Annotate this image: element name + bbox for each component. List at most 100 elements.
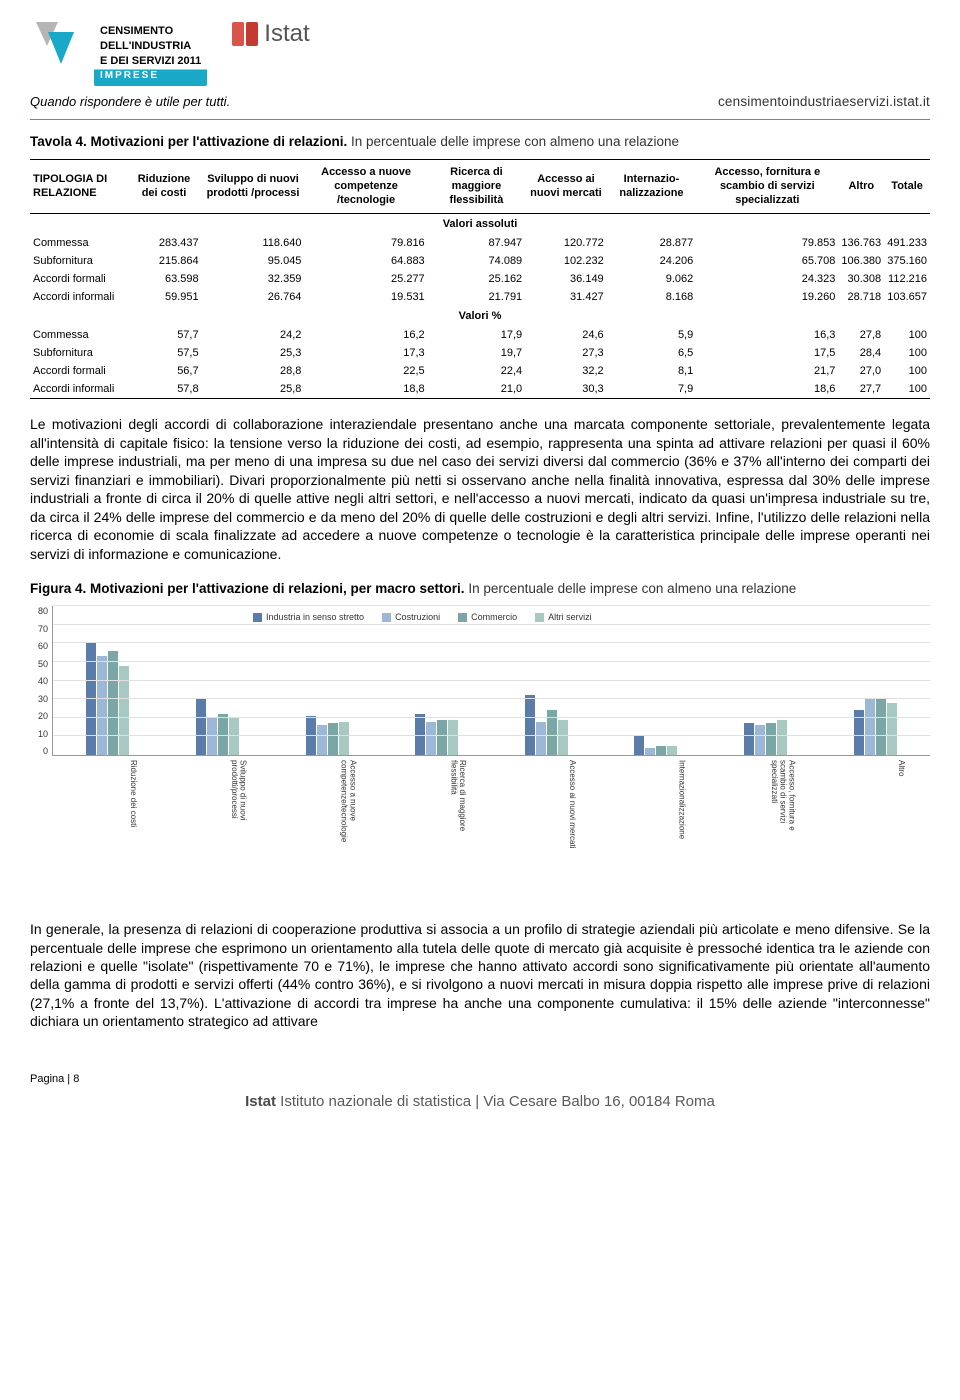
chart-bar	[766, 723, 776, 755]
y-tick: 10	[38, 729, 48, 739]
grid-line	[53, 680, 930, 681]
y-tick: 70	[38, 624, 48, 634]
table-cell: 32.359	[202, 270, 305, 288]
table-cell: 74.089	[428, 252, 526, 270]
bar-icon	[246, 22, 258, 46]
table-cell: 100	[884, 380, 930, 399]
table-cell: 24,6	[525, 326, 607, 344]
table-cell: 25,3	[202, 344, 305, 362]
bar-icon	[232, 22, 244, 46]
figure-caption-light: In percentuale delle imprese con almeno …	[465, 581, 797, 596]
bar-chart: 80706050403020100 Industria in senso str…	[30, 606, 930, 896]
table-cell: 9.062	[607, 270, 697, 288]
table-col-header: Accesso a nuove competenze /tecnologie	[304, 160, 427, 214]
grid-line	[53, 605, 930, 606]
census-line1: CENSIMENTO	[100, 24, 201, 39]
chart-bar	[536, 722, 546, 756]
table-cell: 106.380	[838, 252, 884, 270]
table-cell: Commessa	[30, 326, 126, 344]
table-cell: 5,9	[607, 326, 697, 344]
table-col-header: Altro	[838, 160, 884, 214]
table-cell: 16,3	[696, 326, 838, 344]
tagline: Quando rispondere è utile per tutti.	[30, 94, 230, 109]
table-cell: 120.772	[525, 234, 607, 252]
table-cell: Accordi informali	[30, 288, 126, 306]
chart-bar	[777, 720, 787, 755]
istat-wordmark: Istat	[264, 20, 309, 48]
census-line4: IMPRESE	[100, 69, 201, 83]
table-cell: 8.168	[607, 288, 697, 306]
table-cell: 28.718	[838, 288, 884, 306]
chart-bar	[207, 718, 217, 755]
table-col-header: Ricerca di maggiore flessibilità	[428, 160, 526, 214]
x-label: Riduzione dei costi	[77, 760, 137, 860]
istat-bars-icon	[232, 22, 258, 46]
table-cell: 30.308	[838, 270, 884, 288]
figure-caption: Figura 4. Motivazioni per l'attivazione …	[30, 581, 930, 596]
table-caption-light: In percentuale delle imprese con almeno …	[347, 134, 679, 149]
table-cell: 375.160	[884, 252, 930, 270]
table-cell: 100	[884, 362, 930, 380]
chart-bar	[97, 656, 107, 755]
table-cell: 27,0	[838, 362, 884, 380]
table-cell: 19.260	[696, 288, 838, 306]
census-text: CENSIMENTO DELL'INDUSTRIA E DEI SERVIZI …	[94, 20, 207, 86]
table-cell: 64.883	[304, 252, 427, 270]
chart-bar	[437, 720, 447, 755]
bar-group	[407, 606, 467, 755]
table-cell: 28,4	[838, 344, 884, 362]
grid-line	[53, 735, 930, 736]
table-cell: 57,7	[126, 326, 201, 344]
table-cell: 57,8	[126, 380, 201, 399]
chart-bar	[876, 699, 886, 755]
table-cell: 56,7	[126, 362, 201, 380]
bar-group	[187, 606, 247, 755]
x-label: Accesso a nuove competenze/tecnologie	[296, 760, 356, 860]
bar-group	[297, 606, 357, 755]
table-cell: 103.657	[884, 288, 930, 306]
table-section-label: Valori %	[30, 306, 930, 326]
chart-bar	[339, 722, 349, 756]
table-cell: Accordi formali	[30, 362, 126, 380]
table-section-label: Valori assoluti	[30, 214, 930, 235]
chart-bar	[525, 695, 535, 755]
chart-bar	[744, 723, 754, 755]
chart-plot: Industria in senso strettoCostruzioniCom…	[52, 606, 930, 756]
y-tick: 0	[43, 746, 48, 756]
chart-bar	[426, 722, 436, 756]
x-label: Accesso ai nuovi mercati	[516, 760, 576, 860]
table-cell: 26.764	[202, 288, 305, 306]
istat-logo: Istat	[232, 20, 309, 48]
bar-group	[626, 606, 686, 755]
x-label: Internazionalizzazione	[626, 760, 686, 860]
table-cell: 215.864	[126, 252, 201, 270]
table-col-header: TIPOLOGIA DI RELAZIONE	[30, 160, 126, 214]
table-cell: 7,9	[607, 380, 697, 399]
table-cell: 28,8	[202, 362, 305, 380]
chart-bar	[229, 718, 239, 755]
grid-line	[53, 642, 930, 643]
table-cell: 24,2	[202, 326, 305, 344]
table-cell: 65.708	[696, 252, 838, 270]
census-line2: DELL'INDUSTRIA	[100, 39, 201, 54]
table-cell: 95.045	[202, 252, 305, 270]
table-cell: 59.951	[126, 288, 201, 306]
table-cell: 283.437	[126, 234, 201, 252]
table-cell: 136.763	[838, 234, 884, 252]
y-tick: 20	[38, 711, 48, 721]
grid-line	[53, 717, 930, 718]
chart-x-labels: Riduzione dei costi Sviluppo di nuovi pro…	[52, 760, 930, 860]
page-content: Tavola 4. Motivazioni per l'attivazione …	[0, 120, 960, 1069]
y-tick: 60	[38, 641, 48, 651]
census-line3: E DEI SERVIZI 2011	[100, 54, 201, 69]
chart-bar	[865, 699, 875, 755]
x-label: Sviluppo di nuovi prodotti/processi	[187, 760, 247, 860]
table-cell: 79.853	[696, 234, 838, 252]
table-cell: 87.947	[428, 234, 526, 252]
footer-bold: Istat	[245, 1093, 276, 1110]
bar-group	[845, 606, 905, 755]
grid-line	[53, 624, 930, 625]
table-cell: 491.233	[884, 234, 930, 252]
chart-bar	[328, 723, 338, 755]
chart-bar	[448, 720, 458, 755]
